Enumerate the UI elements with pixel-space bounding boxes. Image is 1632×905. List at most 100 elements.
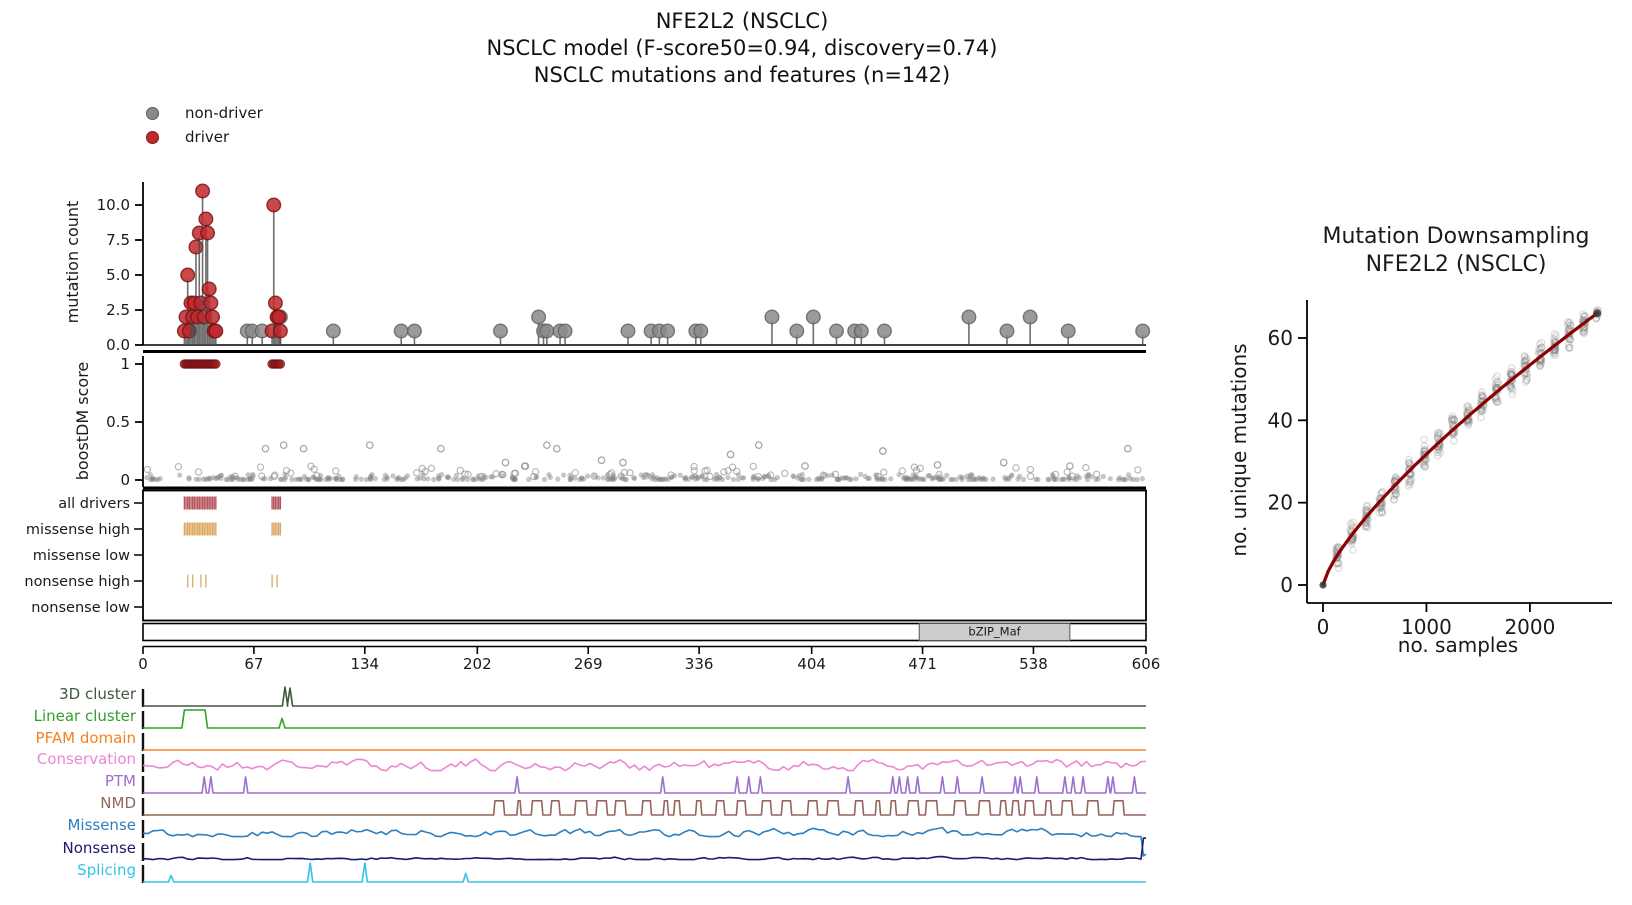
feature-line-ptm (143, 776, 1146, 794)
downsampling-point (1535, 360, 1544, 369)
lollipop-head-non-driver (853, 323, 869, 339)
downsampling-point (1522, 354, 1531, 363)
boostdm-point (464, 476, 471, 483)
boostdm-point (959, 476, 965, 483)
downsampling-point (1347, 539, 1356, 548)
boostdm-point (725, 474, 731, 481)
boostdm-point (459, 476, 466, 483)
boostdm-point (916, 464, 924, 473)
downsampling-point (1332, 553, 1341, 561)
boostdm-point (983, 476, 989, 483)
boostdm-point (650, 474, 657, 480)
downsampling-point (1392, 485, 1401, 494)
legend-label-driver: driver (185, 128, 230, 146)
boostdm-point (240, 476, 246, 483)
boostdm-point (526, 476, 532, 483)
boostdm-point (686, 476, 692, 482)
boostdm-point (953, 476, 959, 483)
boostdm-point (1035, 476, 1041, 483)
downsampling-point (1448, 412, 1457, 420)
boostdm-point (918, 476, 924, 482)
boostdm-point (152, 476, 159, 483)
downsampling-point (1391, 487, 1400, 495)
boostdm-point (237, 476, 244, 483)
boostdm-point (438, 472, 445, 478)
boostdm-point (695, 474, 701, 481)
boostdm-point (547, 474, 553, 481)
boostdm-point (454, 476, 461, 483)
boostdm-point (1003, 476, 1009, 483)
downsampling-point (1404, 458, 1413, 467)
boostdm-point (972, 476, 978, 482)
lollipop-head-driver (188, 239, 204, 255)
boostdm-point (905, 476, 911, 482)
downsampling-point (1549, 349, 1558, 358)
boostdm-point (390, 473, 396, 479)
downsampling-point (1477, 401, 1485, 409)
boostdm-point (413, 469, 421, 477)
boostdm-point (250, 473, 256, 479)
boostdm-point (713, 471, 720, 478)
boostdm-point (277, 476, 284, 482)
downsampling-point (1450, 436, 1458, 445)
domain-label: bZIP_Maf (968, 625, 1021, 639)
downsampling-point (1405, 459, 1414, 468)
lollipop-head-non-driver (393, 323, 409, 339)
downsampling-point (1506, 382, 1515, 390)
boostdm-point (819, 471, 828, 479)
boostdm-point (781, 469, 789, 478)
boostdm-point (281, 476, 288, 483)
boostdm-point (435, 476, 442, 482)
boostdm-point (1008, 473, 1014, 479)
boostdm-point (577, 476, 583, 483)
downsampling-point (1492, 398, 1501, 407)
boostdm-point (257, 472, 266, 480)
downsampling-point (1478, 391, 1487, 400)
downsampling-point (1507, 375, 1516, 384)
boostdm-point (218, 472, 225, 478)
downsampling-point (1477, 388, 1486, 396)
boostdm-point (372, 475, 378, 482)
downsampling-point (1363, 511, 1372, 520)
downsampling-point (1420, 462, 1429, 470)
boostdm-point (904, 474, 910, 481)
feature-label: PTM (105, 772, 136, 790)
boostdm-point (935, 470, 943, 479)
boostdm-point (912, 466, 921, 475)
boostdm-outlier-point (1066, 462, 1074, 470)
downsampling-point (1448, 415, 1456, 424)
boostdm-point (250, 471, 256, 478)
lollipop-head-driver (198, 211, 214, 227)
downsampling-point (1578, 310, 1587, 319)
lollipop-head-non-driver (764, 309, 780, 325)
boostdm-point (445, 475, 452, 481)
downsampling-point (1407, 476, 1415, 485)
downsampling-point (1465, 405, 1474, 414)
downsampling-point (1464, 419, 1473, 428)
lollipop-head-driver (272, 323, 288, 339)
boostdm-point (699, 473, 705, 479)
boostdm-point (578, 475, 585, 481)
downsampling-point (1536, 362, 1545, 371)
boostdm-point (912, 473, 919, 479)
downsampling-point (1391, 475, 1400, 484)
downsampling-point (1536, 361, 1545, 370)
boostdm-point (1015, 476, 1021, 482)
downsampling-point (1333, 542, 1342, 551)
downsampling-point (1363, 501, 1372, 510)
boostdm-point (728, 463, 737, 471)
downsampling-point (1332, 544, 1341, 553)
downsampling-point (1377, 507, 1386, 516)
boostdm-point (1020, 476, 1027, 483)
boostdm-point (1121, 476, 1127, 482)
non-driver-marker-icon (146, 106, 159, 120)
boostdm-point (1100, 473, 1106, 480)
feature-line-splicing (143, 862, 1146, 883)
downsampling-point (1564, 343, 1573, 352)
downsampling-point (1549, 334, 1558, 343)
y-tick-label: 0 (1280, 573, 1293, 597)
downsampling-point (1522, 369, 1531, 378)
downsampling-point (1494, 380, 1503, 389)
downsampling-point (1363, 519, 1372, 528)
boostdm-point (766, 471, 775, 479)
